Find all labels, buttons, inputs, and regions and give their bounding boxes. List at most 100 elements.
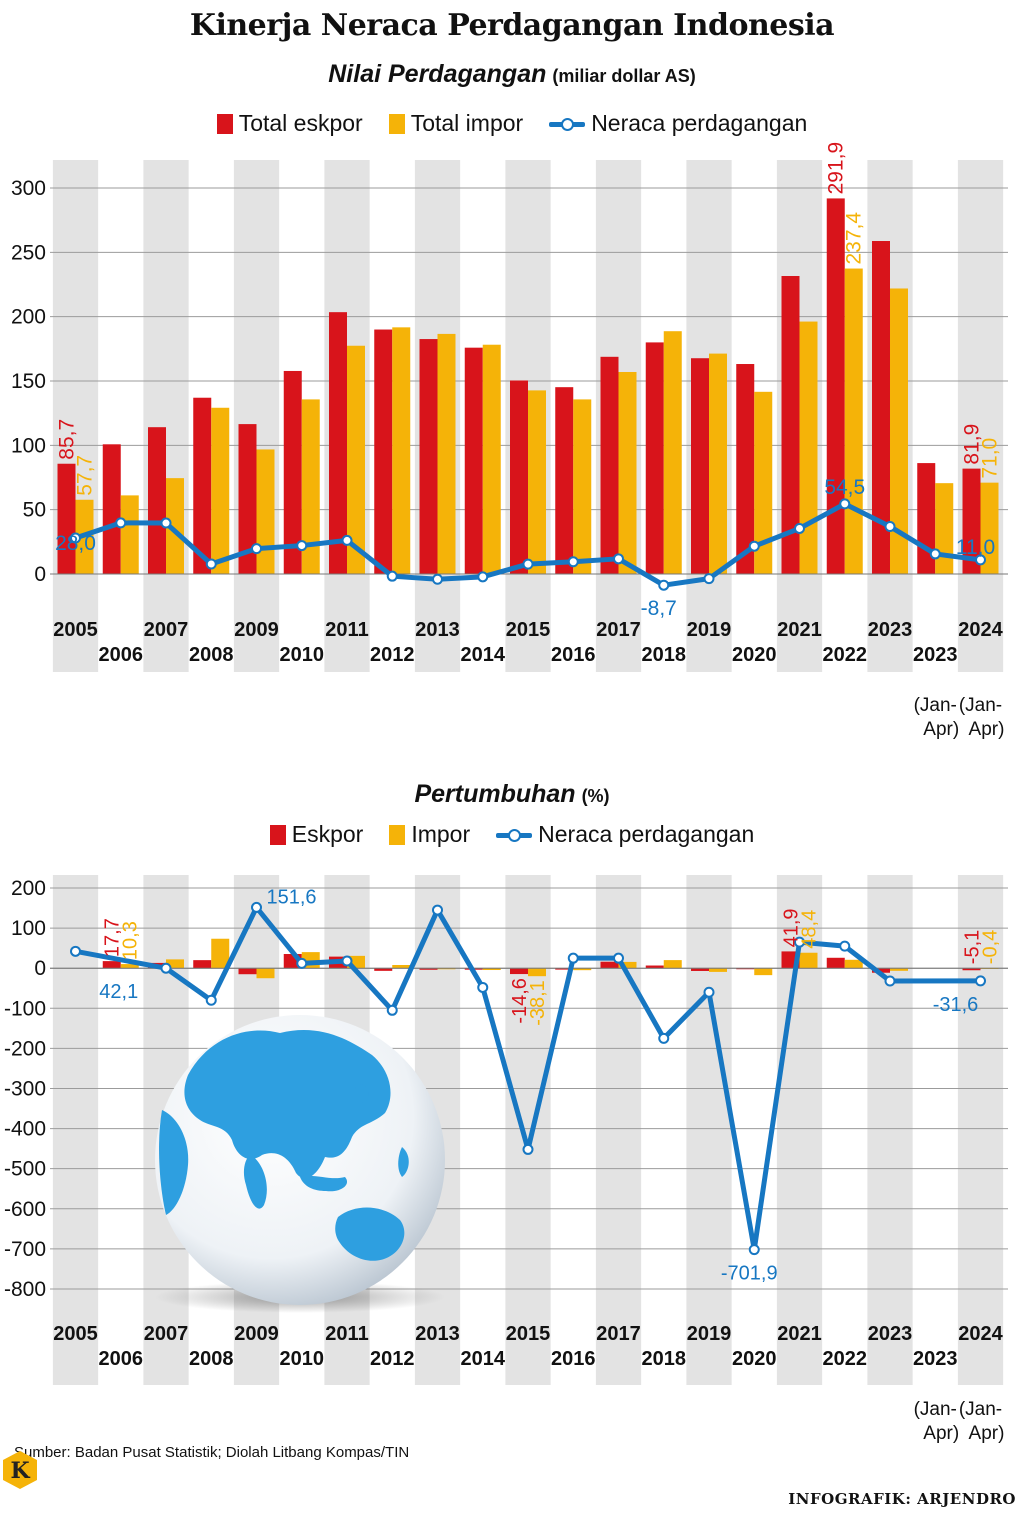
y-tick-label: -200 bbox=[4, 1037, 46, 1060]
x-tick-label: 2018 bbox=[642, 1348, 687, 1370]
balance-point bbox=[296, 957, 308, 969]
export-bar bbox=[781, 276, 800, 574]
y-tick-label: 250 bbox=[11, 241, 46, 264]
data-label: 237,4 bbox=[843, 212, 866, 265]
x-tick-label: 2024 bbox=[958, 1323, 1003, 1345]
balance-point bbox=[386, 1004, 398, 1016]
legend-balance-label: Neraca perdagangan bbox=[591, 110, 808, 136]
africa-landmass bbox=[159, 1110, 189, 1215]
import-bar bbox=[799, 321, 818, 574]
export-bar bbox=[419, 968, 438, 970]
balance-point bbox=[160, 962, 172, 974]
column-stripe bbox=[52, 160, 99, 672]
legend2-imports-label: Impor bbox=[411, 821, 471, 847]
data-label: 151,6 bbox=[267, 886, 317, 908]
y-tick-label: -700 bbox=[4, 1238, 46, 1261]
data-label: -5,1 bbox=[962, 930, 984, 964]
page-title: Kinerja Neraca Perdagangan Indonesia bbox=[189, 8, 835, 43]
balance-point bbox=[432, 573, 443, 585]
export-bar bbox=[736, 968, 755, 970]
export-bar bbox=[148, 427, 166, 574]
column-stripe bbox=[233, 160, 280, 672]
balance-point bbox=[839, 940, 851, 952]
import-bar bbox=[482, 968, 501, 971]
period-note: (Jan- bbox=[959, 695, 1002, 716]
balance-point bbox=[703, 986, 715, 998]
export-bar bbox=[555, 387, 574, 574]
balance-point bbox=[386, 570, 398, 582]
japan-landmass bbox=[355, 1084, 369, 1103]
export-bar bbox=[600, 961, 619, 969]
data-label: 81,9 bbox=[961, 424, 984, 465]
data-label: -14,6 bbox=[509, 978, 531, 1024]
imports-swatch bbox=[388, 113, 405, 134]
import-bar bbox=[890, 968, 908, 971]
y-tick-label: -500 bbox=[4, 1158, 46, 1181]
import-bar bbox=[528, 390, 546, 574]
balance-point bbox=[70, 532, 81, 544]
y-tick-label: -100 bbox=[4, 997, 46, 1020]
balance-point bbox=[748, 540, 760, 552]
y-tick-label: -300 bbox=[4, 1077, 46, 1100]
legend-imports-label: Total impor bbox=[410, 110, 524, 136]
data-label: -38,1 bbox=[527, 980, 549, 1026]
chart2-subtitle-text: Pertumbuhan bbox=[414, 780, 576, 808]
x-tick-label: 2006 bbox=[99, 1348, 144, 1370]
india-landmass bbox=[243, 1155, 267, 1209]
export-bar bbox=[283, 370, 302, 574]
export-bar bbox=[102, 444, 121, 574]
import-bar bbox=[573, 399, 592, 574]
export-bar bbox=[645, 342, 664, 574]
exports-swatch bbox=[269, 824, 286, 845]
x-tick-label: 2013 bbox=[415, 1323, 460, 1345]
import-bar bbox=[935, 483, 954, 574]
x-tick-label: 2011 bbox=[325, 1323, 368, 1345]
data-label: -0,4 bbox=[980, 930, 1002, 964]
export-bar bbox=[691, 968, 709, 971]
import-bar bbox=[528, 968, 546, 977]
period-note: Apr) bbox=[923, 1423, 959, 1444]
data-label: 291,9 bbox=[825, 142, 848, 195]
balance-point bbox=[567, 952, 579, 964]
logo-letter: K bbox=[10, 1458, 30, 1484]
y-tick-label: -400 bbox=[4, 1118, 46, 1141]
chart1-legend: Total eskpor Total impor Neraca perdagan… bbox=[0, 110, 1024, 137]
import-bar bbox=[663, 331, 682, 574]
legend2-exports: Eskpor bbox=[269, 821, 363, 848]
data-label: -8,7 bbox=[641, 597, 677, 620]
export-bar bbox=[102, 961, 121, 969]
balance-swatch bbox=[496, 825, 533, 845]
logo-hexagon bbox=[3, 1451, 37, 1489]
legend2-balance-label: Neraca perdagangan bbox=[538, 821, 755, 847]
balance-point bbox=[975, 554, 986, 566]
globe-illustration bbox=[155, 1015, 445, 1313]
export-bar bbox=[193, 960, 212, 969]
balance-point bbox=[839, 498, 851, 510]
x-tick-label: 2006 bbox=[99, 644, 144, 666]
legend2-imports: Impor bbox=[389, 821, 470, 848]
chart2-subtitle: Pertumbuhan (%) bbox=[0, 780, 1024, 809]
legend-exports: Total eskpor bbox=[216, 110, 363, 137]
imports-swatch bbox=[389, 824, 406, 845]
x-tick-label: 2015 bbox=[506, 619, 551, 641]
period-note: (Jan- bbox=[959, 1399, 1002, 1420]
import-bar bbox=[844, 268, 863, 574]
import-bar bbox=[482, 344, 501, 574]
export-bar bbox=[736, 364, 755, 574]
period-note: Apr) bbox=[969, 1423, 1005, 1444]
export-bar bbox=[510, 380, 528, 574]
import-bar bbox=[799, 952, 818, 969]
import-bar bbox=[709, 353, 727, 574]
x-tick-label: 2011 bbox=[325, 619, 368, 641]
source-note: Sumber: Badan Pusat Statistik; Diolah Li… bbox=[14, 1444, 410, 1461]
x-tick-label: 2009 bbox=[234, 1323, 279, 1345]
import-bar bbox=[256, 449, 275, 574]
legend-balance: Neraca perdagangan bbox=[549, 110, 807, 137]
export-bar bbox=[645, 965, 664, 969]
balance-point bbox=[613, 952, 624, 964]
balance-point bbox=[205, 994, 217, 1006]
import-bar bbox=[437, 968, 456, 970]
balance-point bbox=[522, 1143, 534, 1155]
import-bar bbox=[980, 482, 999, 574]
import-bar bbox=[301, 399, 320, 574]
